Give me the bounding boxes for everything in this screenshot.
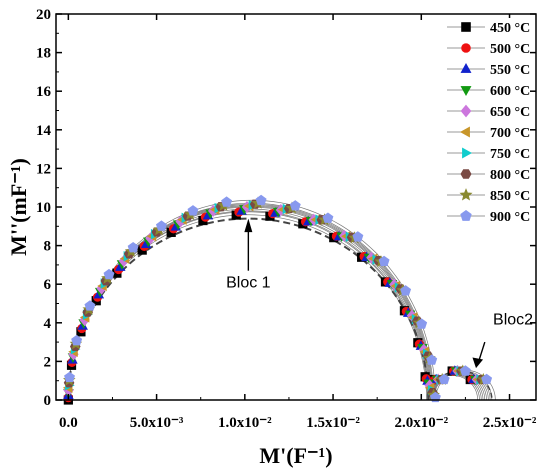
x-tick-label: 1.0x10⁻² [218, 415, 272, 431]
data-point [426, 354, 438, 365]
legend-label: 800 °C [490, 168, 530, 183]
series-curve [68, 208, 484, 401]
legend-label: 600 °C [490, 84, 530, 99]
y-tick-label: 12 [36, 161, 51, 177]
data-point [84, 300, 96, 311]
legend-marker [460, 169, 472, 179]
data-point [322, 212, 334, 223]
annotation-bloc1: Bloc 1 [226, 274, 271, 291]
series-curve [68, 214, 479, 401]
legend-marker [460, 210, 472, 221]
legend-marker [461, 22, 471, 32]
data-point [255, 194, 267, 206]
data-point [481, 373, 493, 385]
annotation-bloc2: Bloc2 [493, 312, 533, 329]
data-point [127, 241, 139, 253]
x-tick-label: 0.0 [59, 415, 78, 431]
series-curve [68, 211, 480, 401]
legend-label: 550 °C [490, 63, 530, 78]
x-tick-label: 2.5x10⁻² [483, 415, 537, 431]
series-curve [68, 205, 487, 401]
y-tick-label: 6 [44, 277, 52, 293]
bloc1-arrowhead [244, 218, 253, 233]
legend-label: 450 °C [490, 21, 530, 36]
legend-box [446, 18, 530, 232]
data-point [155, 220, 167, 231]
data-point [71, 334, 83, 346]
legend-label: 750 °C [490, 147, 530, 162]
series-curve [68, 202, 493, 401]
y-tick-label: 18 [36, 46, 51, 62]
legend-label: 850 °C [490, 189, 530, 204]
y-tick-label: 14 [36, 123, 52, 139]
y-tick-label: 8 [44, 239, 52, 255]
data-point [416, 318, 428, 329]
legend-marker [459, 188, 473, 201]
series-curve [68, 206, 486, 401]
x-tick-label: 1.5x10⁻² [306, 415, 360, 431]
data-point [459, 365, 471, 376]
data-point [438, 373, 450, 385]
y-tick-label: 4 [44, 316, 52, 332]
data-point [187, 205, 199, 216]
legend-marker [459, 126, 470, 138]
data-point [103, 268, 115, 280]
series-curve [68, 210, 482, 401]
y-tick-label: 2 [44, 354, 52, 370]
data-point [378, 255, 390, 267]
legend-marker [461, 43, 471, 53]
legend-label: 900 °C [490, 210, 530, 225]
y-tick-label: 10 [36, 200, 51, 216]
legend-marker [460, 86, 472, 97]
y-tick-label: 16 [36, 84, 52, 100]
x-tick-label: 2.0x10⁻² [394, 415, 448, 431]
data-point [289, 200, 301, 211]
fit-curve-bloc2 [427, 370, 493, 401]
x-axis-title: M'(F⁻¹) [259, 443, 332, 468]
data-point [352, 231, 364, 242]
bloc2-arrowhead [472, 357, 484, 369]
legend-label: 650 °C [490, 105, 530, 120]
data-point [64, 371, 75, 383]
legend-marker [460, 104, 472, 118]
data-point [400, 285, 412, 296]
legend-label: 500 °C [490, 42, 530, 57]
data-point [221, 196, 233, 207]
legend-marker [462, 147, 473, 159]
x-tick-label: 5.0x10⁻³ [130, 415, 184, 431]
y-tick-label: 20 [36, 7, 51, 23]
legend-label: 700 °C [490, 126, 530, 141]
y-axis-title: M''(mF⁻¹) [6, 158, 31, 256]
legend-marker [460, 62, 472, 73]
y-tick-label: 0 [44, 393, 52, 409]
